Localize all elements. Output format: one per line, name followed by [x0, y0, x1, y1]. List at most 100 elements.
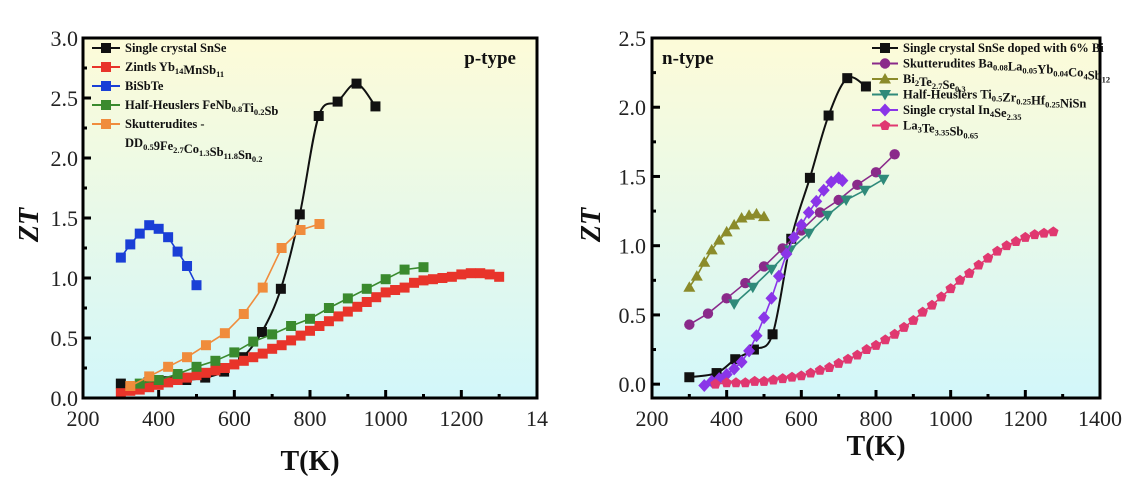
legend-item	[92, 43, 120, 53]
data-point	[200, 340, 211, 351]
x-tick-label: 1400	[1078, 406, 1122, 431]
data-point	[758, 261, 770, 272]
data-point	[484, 269, 495, 280]
series-2	[115, 220, 202, 291]
legend-marker	[879, 103, 891, 117]
legend-item	[872, 58, 898, 69]
data-point	[342, 306, 353, 317]
data-point	[743, 344, 756, 358]
legend-label: Half-Heuslers Ti0.5Zr0.25Hf0.25NiSn	[903, 88, 1086, 111]
data-point	[702, 308, 714, 319]
data-point	[409, 277, 420, 288]
data-point	[191, 280, 202, 291]
data-point	[730, 377, 742, 388]
legend-marker	[101, 43, 111, 53]
data-point	[305, 313, 315, 324]
data-point	[898, 321, 910, 332]
data-point	[728, 362, 741, 376]
legend-label: Half-Heuslers FeNb0.8Ti0.2Sb	[125, 98, 278, 118]
legend-item	[92, 119, 120, 129]
data-point	[684, 372, 695, 383]
data-point	[275, 283, 286, 294]
series-line	[139, 266, 424, 385]
data-point	[333, 311, 344, 322]
data-point	[380, 287, 391, 298]
y-tick-label: 2.5	[51, 86, 79, 111]
data-point	[418, 275, 429, 286]
legend-label: Bi2Te2.7Se0.3	[903, 72, 966, 94]
y-tick-label: 2.0	[51, 146, 79, 171]
data-point	[720, 225, 733, 237]
data-point	[728, 218, 741, 230]
data-point	[256, 327, 267, 337]
series-5	[710, 226, 1059, 389]
data-point	[746, 282, 759, 294]
data-point	[125, 239, 136, 250]
data-point	[796, 370, 807, 381]
data-point	[795, 218, 808, 232]
data-point	[361, 297, 372, 307]
data-point	[710, 378, 721, 389]
data-point	[238, 309, 249, 319]
data-point	[314, 219, 325, 229]
data-point	[690, 270, 703, 281]
x-tick-label: 1200	[1003, 406, 1047, 431]
data-point	[802, 205, 815, 219]
data-point	[229, 359, 240, 370]
plot-area	[652, 38, 1100, 398]
data-point	[172, 369, 183, 379]
legend-marker	[101, 100, 111, 110]
data-point	[352, 301, 363, 312]
data-point	[219, 363, 230, 373]
legend-marker	[101, 62, 111, 72]
data-point	[908, 314, 919, 325]
data-point	[200, 367, 211, 378]
data-point	[758, 210, 770, 222]
data-point	[134, 378, 145, 389]
y-tick-label: 1.0	[51, 266, 79, 291]
data-point	[163, 361, 174, 372]
data-point	[399, 282, 410, 293]
data-point	[740, 277, 751, 289]
data-point	[248, 352, 259, 363]
legend-marker	[879, 90, 891, 101]
data-point	[936, 291, 947, 302]
data-point	[735, 212, 748, 223]
data-point	[163, 377, 174, 388]
data-point	[705, 243, 718, 255]
x-tick-label: 600	[785, 406, 818, 431]
data-point	[323, 316, 334, 327]
data-point	[286, 335, 297, 346]
p-type-chart: 200 400 600 800 1000 1200 14 0.0 0.5 1.0 1.5 2.0 2.5…	[14, 26, 548, 477]
legend-label: Single crystal SnSe doped with 6% Bi	[903, 41, 1104, 55]
data-point	[780, 247, 793, 261]
data-point	[494, 271, 505, 282]
legend-label: DD0.59Fe2.7Co1.3Sb11.8Sn0.2	[125, 136, 263, 164]
legend-marker	[101, 119, 111, 129]
type-annotation: n-type	[662, 48, 714, 69]
data-point	[370, 101, 381, 112]
legend-item	[872, 43, 898, 53]
legend: Single crystal SnSe Zintls Yb14MnSb11BiSb…	[92, 41, 278, 164]
legend-item	[872, 73, 898, 84]
data-point	[456, 269, 467, 280]
y-tick-label: 2.0	[619, 95, 647, 120]
series-2	[683, 207, 770, 292]
series-1	[115, 268, 505, 398]
data-point	[144, 220, 155, 231]
data-point	[115, 378, 126, 389]
data-point	[777, 373, 788, 384]
data-point	[749, 375, 760, 386]
data-point	[163, 232, 174, 243]
data-point	[684, 319, 695, 330]
data-point	[861, 344, 872, 354]
data-point	[728, 299, 741, 310]
data-point	[1010, 236, 1022, 246]
data-point	[351, 78, 362, 89]
data-point	[191, 361, 202, 372]
data-point	[720, 367, 733, 381]
data-point	[276, 340, 287, 351]
data-point	[295, 330, 306, 341]
data-point	[772, 269, 785, 283]
